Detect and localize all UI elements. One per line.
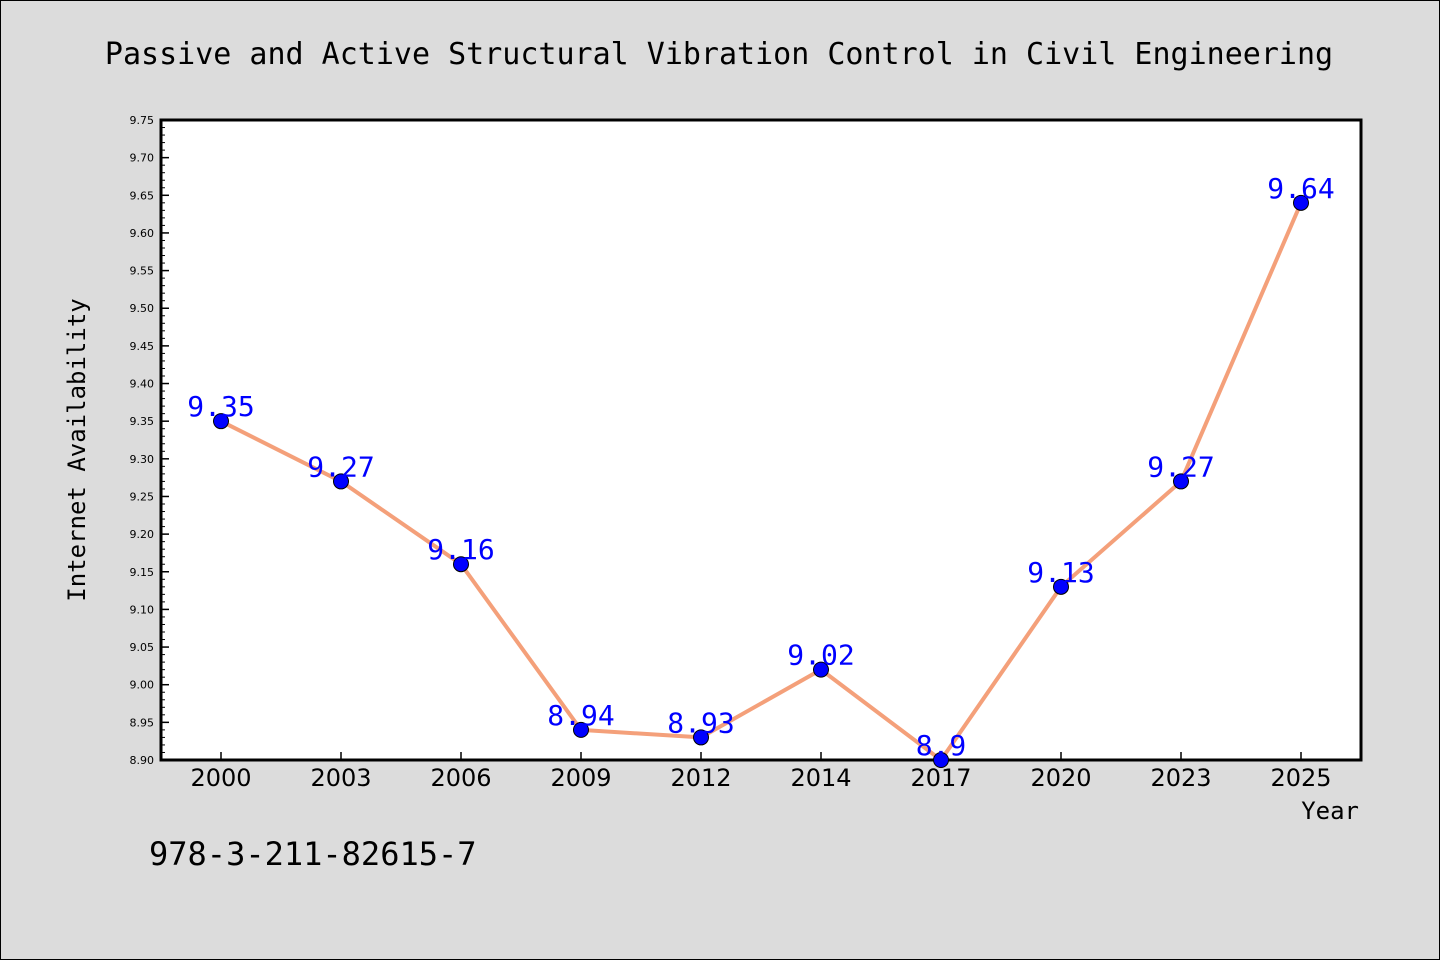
y-tick-label: 9.10: [130, 603, 155, 616]
y-tick-label: 9.55: [130, 265, 155, 278]
data-point: [1053, 578, 1069, 595]
x-tick-label: 2025: [1270, 764, 1331, 792]
isbn-text: 978-3-211-82615-7: [149, 835, 477, 873]
x-tick-label: 2003: [310, 764, 371, 792]
data-label: 9.02: [787, 639, 854, 672]
y-tick-label: 9.35: [130, 415, 155, 428]
x-tick-label: 2020: [1030, 764, 1091, 792]
plot-area: [159, 118, 1363, 762]
data-label: 8.94: [547, 699, 614, 732]
x-axis-ticks: 2000 2003 2006 2009 2012 2014 2017 2020 2023 2025: [190, 752, 1332, 792]
y-tick-label: 9.40: [130, 378, 155, 391]
y-tick-label: 9.20: [130, 528, 155, 541]
y-tick-label: 9.70: [130, 152, 155, 165]
data-point: [333, 473, 349, 490]
data-point: [573, 721, 589, 738]
data-label: 9.35: [187, 390, 254, 423]
y-tick-label: 9.50: [130, 302, 155, 315]
data-label: 9.27: [307, 450, 374, 483]
x-tick-label: 2000: [190, 764, 251, 792]
y-tick-label: 9.65: [130, 189, 155, 202]
x-tick-label: 2006: [430, 764, 491, 792]
data-point: [813, 661, 829, 678]
y-axis-ticks: 8.90 8.95 9.00 9.05 9.10 9.15 9.20 9.25 9.30 9.35…: [130, 114, 169, 767]
series-line: [220, 202, 1303, 762]
y-tick-label: 9.25: [130, 490, 155, 503]
x-tick-label: 2012: [670, 764, 731, 792]
y-tick-label: 9.75: [130, 114, 155, 127]
y-tick-label: 9.60: [130, 227, 155, 240]
y-tick-label: 9.15: [130, 566, 155, 579]
x-tick-label: 2009: [550, 764, 611, 792]
data-label: 9.16: [427, 533, 494, 566]
y-tick-label: 8.95: [130, 716, 155, 729]
x-axis-label: Year: [1301, 797, 1359, 825]
data-label: 9.13: [1027, 556, 1094, 589]
data-markers: [213, 194, 1309, 768]
data-label: 9.27: [1147, 450, 1214, 483]
y-tick-label: 9.05: [130, 641, 155, 654]
x-tick-label: 2017: [910, 764, 971, 792]
data-point: [453, 556, 469, 573]
data-point: [1293, 194, 1309, 211]
data-point: [693, 729, 709, 746]
y-axis-label: Internet Availability: [63, 298, 91, 601]
x-tick-label: 2023: [1150, 764, 1211, 792]
data-point: [213, 413, 229, 430]
data-point: [1173, 473, 1189, 490]
y-tick-label: 8.90: [130, 754, 155, 767]
x-tick-label: 2014: [790, 764, 851, 792]
data-label: 8.93: [667, 706, 734, 739]
y-tick-label: 9.30: [130, 453, 155, 466]
data-labels: 9.35 9.27 9.16 8.94 8.93 9.02 8.9 9.13 9.27 9.64: [187, 172, 1334, 762]
data-point: [933, 752, 949, 768]
data-label: 9.64: [1267, 172, 1334, 205]
chart-title: Passive and Active Structural Vibration …: [105, 37, 1333, 72]
y-tick-label: 9.45: [130, 340, 155, 353]
y-tick-label: 9.00: [130, 679, 155, 692]
data-label: 8.9: [916, 729, 967, 762]
